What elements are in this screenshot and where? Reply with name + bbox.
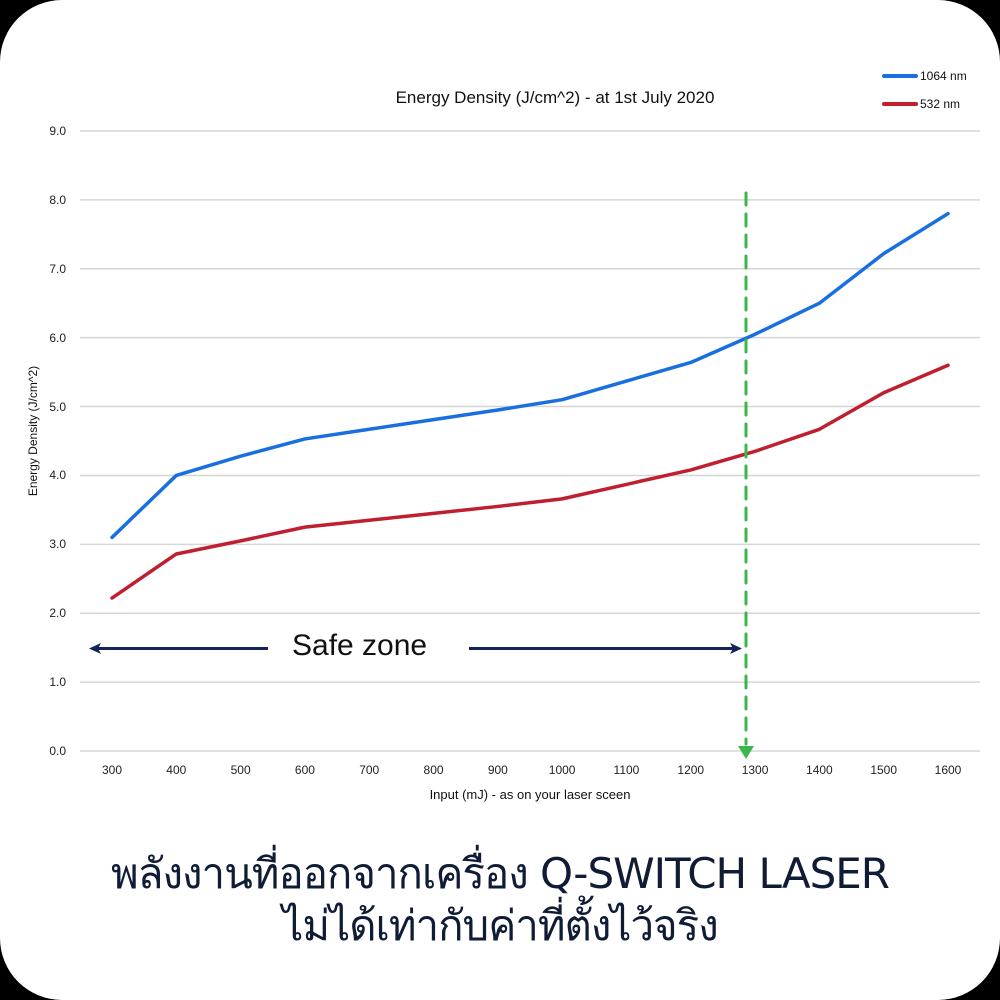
y-tick-label: 4.0 — [49, 468, 66, 483]
y-tick-label: 8.0 — [49, 192, 66, 207]
y-tick-label: 5.0 — [49, 399, 66, 414]
y-tick-label: 7.0 — [49, 261, 66, 276]
x-tick-label: 1200 — [677, 763, 705, 777]
legend-item-1064nm: 1064 nm — [882, 62, 967, 90]
x-tick-label: 400 — [166, 763, 187, 777]
x-tick-label: 700 — [359, 763, 380, 777]
y-tick-label: 1.0 — [49, 675, 66, 690]
y-tick-label: 3.0 — [49, 537, 66, 552]
gridlines — [80, 130, 980, 752]
line-532nm — [110, 363, 950, 600]
x-tick-label: 1000 — [548, 763, 576, 777]
threshold-dashed-arrow — [738, 191, 754, 759]
safe-zone-arrow-left — [89, 643, 268, 654]
legend-item-532nm: 532 nm — [882, 90, 967, 118]
x-tick-label: 900 — [487, 763, 508, 777]
line-1064nm — [110, 211, 950, 540]
safe-zone-label: Safe zone — [292, 629, 428, 662]
x-axis-label: Input (mJ) - as on your laser sceen — [429, 787, 631, 802]
x-tick-label: 800 — [423, 763, 444, 777]
safe-zone-arrow-right — [469, 643, 742, 654]
headline-line-2: ไม่ได้เท่ากับค่าที่ตั้งไว้จริง — [282, 901, 718, 950]
legend-label: 532 nm — [920, 97, 961, 111]
legend-swatch-red — [882, 102, 918, 106]
x-tick-label: 600 — [294, 763, 315, 777]
headline: พลังงานที่ออกจากเครื่อง Q-SWITCH LASER ไ… — [0, 848, 1000, 952]
x-tick-label: 500 — [230, 763, 251, 777]
legend-label: 1064 nm — [920, 69, 967, 83]
x-tick-label: 1400 — [806, 763, 833, 777]
x-tick-label: 1100 — [613, 763, 640, 777]
headline-line-1: พลังงานที่ออกจากเครื่อง Q-SWITCH LASER — [111, 849, 890, 898]
y-tick-label: 6.0 — [49, 330, 66, 345]
chart-legend: 1064 nm 532 nm — [882, 62, 967, 118]
y-tick-label: 9.0 — [49, 124, 66, 138]
y-tick-label: 2.0 — [49, 606, 66, 621]
legend-swatch-blue — [882, 74, 918, 78]
x-tick-label: 1300 — [741, 763, 769, 777]
x-tick-label: 300 — [101, 763, 123, 777]
y-tick-label: 0.0 — [49, 744, 66, 758]
x-tick-label: 1600 — [934, 763, 962, 777]
chart-title: Energy Density (J/cm^2) - at 1st July 20… — [395, 88, 715, 107]
x-tick-label: 1500 — [870, 763, 898, 777]
